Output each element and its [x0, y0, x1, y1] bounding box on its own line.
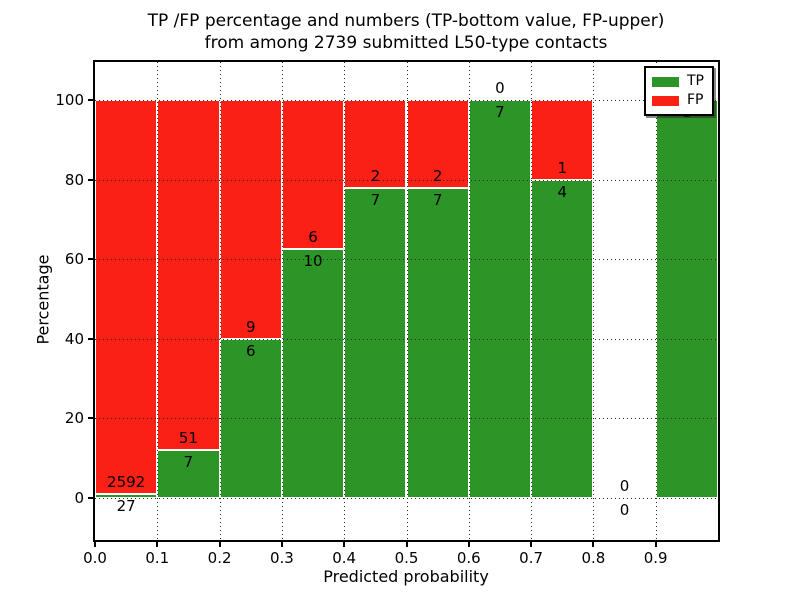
x-tick-mark [654, 542, 657, 547]
y-tick-label: 100 [55, 91, 84, 109]
y-tick-mark [88, 497, 93, 499]
fp-legend-swatch [652, 95, 679, 106]
fp-count-label: 9 [245, 317, 256, 336]
y-tick-mark [88, 258, 93, 261]
tp-count-label: 7 [432, 191, 443, 210]
vertical-gridline [219, 62, 221, 540]
bar-segment-tp [344, 188, 407, 498]
bar-segment-tp [281, 249, 345, 498]
fp-count-label: 0 [495, 79, 505, 97]
fp-count-label: 2 [432, 167, 443, 186]
legend: TP FP [644, 66, 714, 116]
x-tick-mark [530, 542, 533, 547]
tp-count-label: 10 [303, 252, 323, 271]
x-tick-label: 0.1 [145, 549, 170, 567]
tp-count-label: 27 [116, 496, 136, 515]
y-axis-label: Percentage [33, 254, 53, 345]
legend-row-tp: TP [652, 72, 706, 91]
bar-segment-fp [406, 100, 469, 189]
vertical-gridline [531, 62, 533, 540]
tp-count-label: 6 [245, 341, 256, 360]
y-tick-label: 60 [64, 250, 84, 269]
vertical-gridline [406, 62, 408, 540]
bar-segment-tp [655, 100, 718, 498]
y-tick-label: 80 [64, 170, 84, 189]
x-tick-label: 0.7 [519, 549, 544, 567]
x-tick-label: 0.6 [456, 549, 481, 567]
x-tick-label: 0.8 [581, 549, 606, 567]
x-tick-mark [592, 542, 595, 547]
y-tick-mark [88, 337, 93, 340]
chart-title: TP /FP percentage and numbers (TP-bottom… [148, 10, 665, 54]
y-tick-mark [88, 178, 93, 181]
fp-count-label: 2 [370, 167, 381, 186]
x-tick-mark [343, 542, 346, 547]
tp-count-label: 7 [370, 191, 381, 210]
x-tick-label: 0.4 [332, 549, 357, 567]
x-tick-mark [405, 542, 408, 547]
vertical-gridline [344, 62, 346, 540]
fp-count-label: 2592 [107, 472, 146, 491]
tp-legend-label: TP [687, 73, 704, 89]
y-tick-label: 20 [64, 409, 84, 428]
bar-segment-fp [281, 100, 345, 250]
tp-count-label: 7 [183, 452, 194, 471]
y-tick-mark [88, 99, 93, 101]
x-tick-mark [280, 542, 283, 547]
chart-title-line2: from among 2739 submitted L50-type conta… [204, 33, 608, 53]
fp-count-label: 51 [178, 428, 198, 447]
bar-segment-tp [157, 449, 220, 498]
x-tick-label: 0.5 [394, 549, 419, 567]
vertical-gridline [157, 62, 159, 540]
x-tick-label: 0.0 [83, 549, 107, 567]
x-tick-mark [156, 542, 159, 547]
bar-segment-tp [95, 493, 158, 498]
tp-legend-swatch [652, 76, 679, 87]
vertical-gridline [593, 62, 595, 540]
tp-count-label: 4 [557, 182, 568, 201]
chart-title-line1: TP /FP percentage and numbers (TP-bottom… [147, 11, 665, 31]
x-axis-label: Predicted probability [323, 567, 489, 586]
legend-row-fp: FP [652, 91, 706, 110]
fp-count-label: 0 [619, 477, 630, 495]
vertical-gridline [655, 62, 657, 540]
x-tick-label: 0.2 [207, 549, 232, 567]
tp-count-label: 7 [495, 103, 505, 121]
vertical-gridline [281, 62, 283, 540]
x-tick-label: 0.9 [643, 549, 668, 567]
vertical-gridline [468, 62, 470, 540]
bar-segment-fp [219, 100, 282, 339]
y-tick-mark [88, 417, 93, 420]
bar-segment-fp [157, 100, 220, 450]
bar-segment-fp [95, 100, 158, 494]
plot-area: 25922751796610272707140001 [93, 60, 720, 542]
fp-count-label: 6 [308, 228, 318, 247]
x-tick-mark [94, 542, 96, 547]
bar-segment-tp [406, 188, 469, 498]
y-tick-label: 0 [74, 489, 84, 507]
fp-count-label: 1 [557, 158, 568, 177]
x-tick-mark [218, 542, 221, 547]
fp-legend-label: FP [687, 92, 704, 108]
x-tick-label: 0.3 [269, 549, 294, 567]
y-tick-label: 40 [64, 329, 84, 348]
bar-segment-fp [531, 100, 594, 180]
x-tick-mark [467, 542, 470, 547]
tp-count-label: 0 [619, 501, 630, 519]
bar-segment-tp [468, 100, 532, 498]
